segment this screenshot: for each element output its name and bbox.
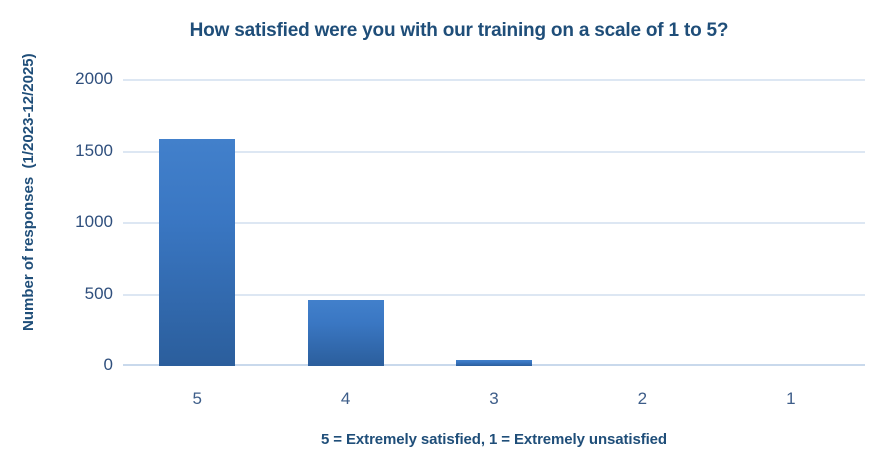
plot-area — [123, 60, 865, 366]
gridline-1000 — [123, 222, 865, 224]
y-tick-2000: 2000 — [75, 69, 113, 88]
x-tick-5: 5 — [192, 389, 202, 408]
y-axis-label: Number of responses (1/2023-12/2025) — [20, 53, 37, 331]
gridline-500 — [123, 293, 865, 296]
y-tick-0: 0 — [103, 355, 113, 374]
y-tick-500: 500 — [84, 283, 113, 303]
gridline-2000 — [123, 79, 865, 81]
x-axis-caption: 5 = Extremely satisfied, 1 = Extremely u… — [320, 431, 667, 448]
y-tick-1000: 1000 — [75, 212, 113, 231]
bar-rating-5 — [159, 138, 236, 366]
x-tick-4: 4 — [340, 389, 351, 408]
x-tick-2: 2 — [637, 389, 648, 408]
x-tick-3: 3 — [489, 389, 499, 408]
x-tick-1: 1 — [786, 389, 796, 408]
chart-title: How satisfied were you with our training… — [189, 20, 729, 41]
bar-rating-3 — [456, 360, 532, 366]
y-tick-1500: 1500 — [75, 140, 113, 160]
bar-rating-4 — [307, 300, 384, 366]
gridline-1500 — [123, 150, 865, 153]
